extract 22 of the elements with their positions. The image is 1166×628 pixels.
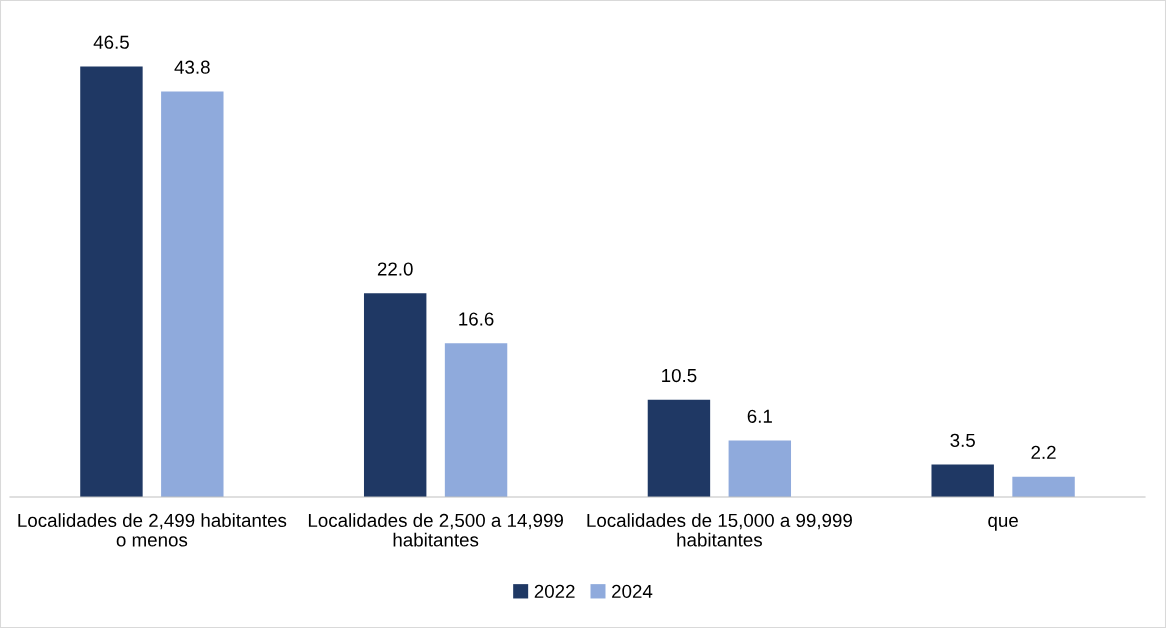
data-label: 46.5: [93, 35, 129, 49]
data-label: 6.1: [747, 409, 772, 423]
legend-label: 2024: [612, 584, 653, 598]
bar: [444, 343, 508, 497]
x-tick-label: que: [988, 516, 1018, 531]
data-label: 43.8: [174, 60, 210, 74]
data-label: 16.6: [459, 312, 494, 326]
legend-label: 2022: [534, 584, 575, 598]
data-label: 10.5: [662, 368, 697, 383]
bar: [363, 293, 427, 497]
data-label: 3.5: [950, 433, 975, 447]
bar: [161, 91, 224, 497]
x-tick-label: Localidades de 2,499 habitantes o menos: [18, 513, 287, 547]
x-tick-label: Localidades de 2,500 a 14,999 habitantes: [308, 513, 563, 547]
data-label: 22.0: [377, 262, 413, 276]
bar: [80, 66, 143, 497]
bar: [647, 399, 711, 497]
bar: [931, 464, 994, 497]
data-label: 2.2: [1031, 445, 1056, 459]
x-tick-label: Localidades de 15,000 a 99,999 habitantes: [587, 513, 852, 547]
bar: [1012, 476, 1075, 497]
bar: [728, 440, 792, 497]
